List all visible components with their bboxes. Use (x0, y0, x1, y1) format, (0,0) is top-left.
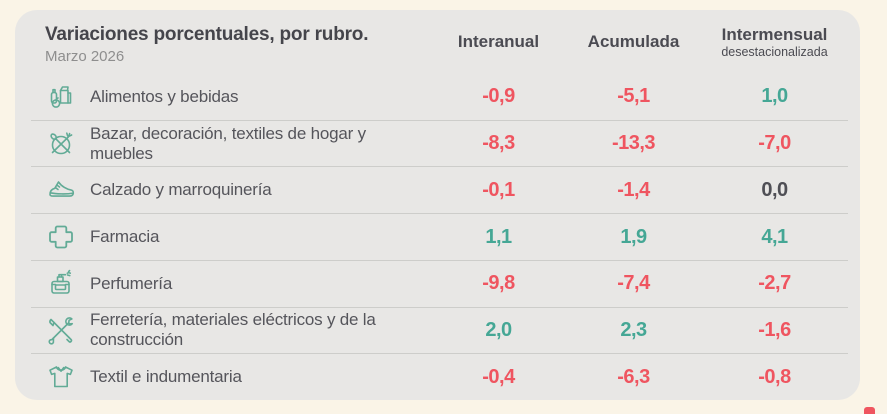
pharmacy-cross-icon (45, 221, 77, 253)
groceries-icon (45, 81, 77, 113)
table-row: Textil e indumentaria -0,4 -6,3 -0,8 (31, 353, 848, 400)
value-interanual: -0,9 (482, 85, 515, 108)
value-acumulada: -1,4 (617, 178, 650, 201)
value-intermensual: 4,1 (761, 225, 788, 248)
table-row: Bazar, decoración, textiles de hogar y m… (31, 119, 848, 167)
perfume-icon (45, 268, 77, 300)
row-label-cell: Calzado y marroquinería (31, 174, 431, 206)
value-interanual: -9,8 (482, 272, 515, 295)
column-header-intermensual: Intermensual desestacionalizada (701, 25, 848, 59)
value-interanual: -8,3 (482, 132, 515, 155)
column-header-acumulada: Acumulada (587, 32, 680, 51)
table-header: Variaciones porcentuales, por rubro. Mar… (31, 10, 848, 74)
value-intermensual: -7,0 (758, 132, 791, 155)
column-header-interanual: Interanual (457, 32, 540, 51)
row-label: Bazar, decoración, textiles de hogar y m… (90, 123, 366, 163)
table-row: Alimentos y bebidas -0,9 -5,1 1,0 (31, 74, 848, 120)
row-label-cell: Alimentos y bebidas (31, 81, 431, 113)
value-interanual: -0,4 (482, 365, 515, 388)
row-label: Textil e indumentaria (90, 367, 242, 387)
table-row: Perfumería -9,8 -7,4 -2,7 (31, 259, 848, 307)
row-label-cell: Perfumería (31, 268, 431, 300)
row-label: Calzado y marroquinería (90, 180, 272, 200)
value-acumulada: 2,3 (620, 318, 647, 341)
table-body: Alimentos y bebidas -0,9 -5,1 1,0 Bazar,… (31, 74, 848, 400)
row-label-cell: Bazar, decoración, textiles de hogar y m… (31, 124, 431, 164)
tshirt-icon (45, 361, 77, 393)
table-row: Farmacia 1,1 1,9 4,1 (31, 213, 848, 260)
row-label: Alimentos y bebidas (90, 86, 239, 106)
table-row: Ferretería, materiales eléctricos y de l… (31, 306, 848, 354)
value-acumulada: -6,3 (617, 365, 650, 388)
value-interanual: -0,1 (482, 178, 515, 201)
column-header-intermensual-sub: desestacionalizada (721, 45, 828, 59)
row-label-cell: Farmacia (31, 221, 431, 253)
crossed-cutlery-icon (45, 128, 77, 160)
tools-icon (45, 314, 77, 346)
row-label: Farmacia (90, 227, 160, 247)
page-subtitle: Marzo 2026 (45, 47, 125, 65)
column-header-intermensual-main: Intermensual (721, 25, 828, 44)
shoe-icon (45, 174, 77, 206)
value-intermensual: -1,6 (758, 318, 791, 341)
row-label: Ferretería, materiales eléctricos y de l… (90, 310, 376, 350)
value-intermensual: -0,8 (758, 365, 791, 388)
value-intermensual: 1,0 (761, 85, 788, 108)
row-label-cell: Textil e indumentaria (31, 361, 431, 393)
value-interanual: 1,1 (485, 225, 512, 248)
value-intermensual: 0,0 (761, 178, 788, 201)
variations-table-card: Variaciones porcentuales, por rubro. Mar… (15, 10, 860, 400)
table-row: Calzado y marroquinería -0,1 -1,4 0,0 (31, 166, 848, 213)
value-interanual: 2,0 (485, 318, 512, 341)
value-acumulada: 1,9 (620, 225, 647, 248)
row-label-cell: Ferretería, materiales eléctricos y de l… (31, 310, 431, 350)
value-acumulada: -7,4 (617, 272, 650, 295)
value-intermensual: -2,7 (758, 272, 791, 295)
cutoff-logo-mark (864, 407, 875, 414)
page-title: Variaciones porcentuales, por rubro. (45, 23, 369, 45)
value-acumulada: -5,1 (617, 85, 650, 108)
row-label: Perfumería (90, 273, 173, 293)
value-acumulada: -13,3 (611, 132, 656, 155)
title-block: Variaciones porcentuales, por rubro. Mar… (31, 20, 431, 65)
